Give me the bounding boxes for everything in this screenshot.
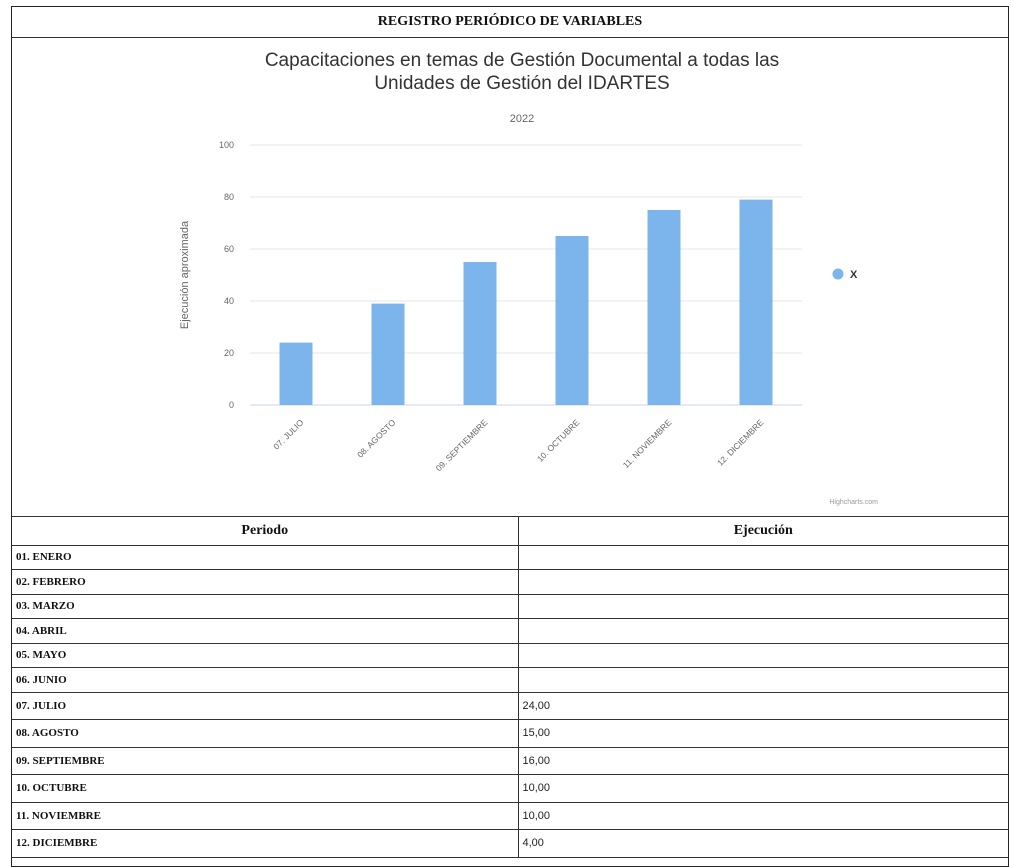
y-tick-label: 20	[224, 348, 234, 358]
table-row: 10. OCTUBRE 10,00	[12, 774, 1008, 803]
period-cell: 01. ENERO	[12, 545, 519, 570]
period-cell: 12. DICIEMBRE	[12, 829, 519, 858]
y-tick-label: 80	[224, 192, 234, 202]
period-cell: 09. SEPTIEMBRE	[12, 747, 519, 775]
bar-chart: Capacitaciones en temas de Gestión Docum…	[179, 50, 878, 506]
x-tick-label: 11. NOVIEMBRE	[621, 417, 674, 470]
execution-value-cell	[518, 643, 1008, 668]
period-cell: 08. AGOSTO	[12, 719, 519, 748]
execution-value-cell: 15,00	[518, 719, 1008, 748]
chart-container: Capacitaciones en temas de Gestión Docum…	[12, 38, 1008, 517]
period-cell: 06. JUNIO	[12, 667, 519, 693]
table-header-row: Periodo Ejecución	[12, 517, 1008, 546]
x-tick-label: 10. OCTUBRE	[535, 417, 582, 464]
table-row: 07. JULIO 24,00	[12, 692, 1008, 720]
y-tick-label: 40	[224, 296, 234, 306]
execution-value-cell: 10,00	[518, 774, 1008, 803]
y-tick-label: 60	[224, 244, 234, 254]
execution-value-cell	[518, 594, 1008, 619]
execution-value-cell: 10,00	[518, 802, 1008, 830]
legend-label: X	[850, 269, 858, 281]
y-axis-title: Ejecución aproximada	[179, 220, 191, 329]
bar	[739, 199, 773, 405]
execution-value-cell: 4,00	[518, 829, 1008, 858]
x-tick-label: 07. JULIO	[271, 417, 305, 451]
execution-column-header: Ejecución	[518, 517, 1008, 546]
execution-value-cell	[518, 569, 1008, 595]
chart-title-line: Unidades de Gestión del IDARTES	[374, 73, 669, 94]
y-tick-label: 0	[229, 400, 234, 410]
chart-title-line: Capacitaciones en temas de Gestión Docum…	[265, 50, 779, 71]
period-column-header: Periodo	[12, 517, 519, 546]
bar	[279, 342, 313, 405]
bar	[463, 262, 497, 405]
table-row: 02. FEBRERO	[12, 569, 1008, 595]
execution-value-cell	[518, 618, 1008, 644]
execution-table: Periodo Ejecución 01. ENERO 02. FEBRERO 03…	[12, 517, 1008, 858]
period-cell: 10. OCTUBRE	[12, 774, 519, 803]
variables-record-sheet: REGISTRO PERIÓDICO DE VARIABLES Capacita…	[11, 6, 1009, 867]
period-cell: 02. FEBRERO	[12, 569, 519, 595]
table-row: 08. AGOSTO 15,00	[12, 719, 1008, 748]
y-tick-label: 100	[219, 140, 234, 150]
table-row: 06. JUNIO	[12, 667, 1008, 693]
period-cell: 03. MARZO	[12, 594, 519, 619]
chart-subtitle: 2022	[510, 113, 534, 125]
table-row: 01. ENERO	[12, 545, 1008, 570]
legend-marker	[832, 268, 844, 280]
execution-value-cell: 24,00	[518, 692, 1008, 720]
table-row: 04. ABRIL	[12, 618, 1008, 644]
x-tick-label: 08. AGOSTO	[355, 417, 398, 460]
x-tick-label: 09. SEPTIEMBRE	[434, 417, 490, 473]
period-cell: 07. JULIO	[12, 692, 519, 720]
table-row: 03. MARZO	[12, 594, 1008, 619]
x-tick-label: 12. DICIEMBRE	[715, 417, 766, 468]
table-row: 05. MAYO	[12, 643, 1008, 668]
execution-value-cell: 16,00	[518, 747, 1008, 775]
execution-value-cell	[518, 667, 1008, 693]
sheet-title: REGISTRO PERIÓDICO DE VARIABLES	[377, 14, 643, 29]
table-row: 09. SEPTIEMBRE 16,00	[12, 747, 1008, 775]
period-cell: 05. MAYO	[12, 643, 519, 668]
execution-value-cell	[518, 545, 1008, 570]
chart-credits: Highcharts.com	[829, 499, 878, 506]
bar	[647, 210, 681, 405]
bar	[555, 236, 589, 405]
period-cell: 11. NOVIEMBRE	[12, 802, 519, 830]
table-row: 12. DICIEMBRE 4,00	[12, 829, 1008, 858]
bar	[371, 303, 405, 405]
table-row: 11. NOVIEMBRE 10,00	[12, 802, 1008, 830]
period-cell: 04. ABRIL	[12, 618, 519, 644]
sheet-header: REGISTRO PERIÓDICO DE VARIABLES	[12, 7, 1008, 38]
